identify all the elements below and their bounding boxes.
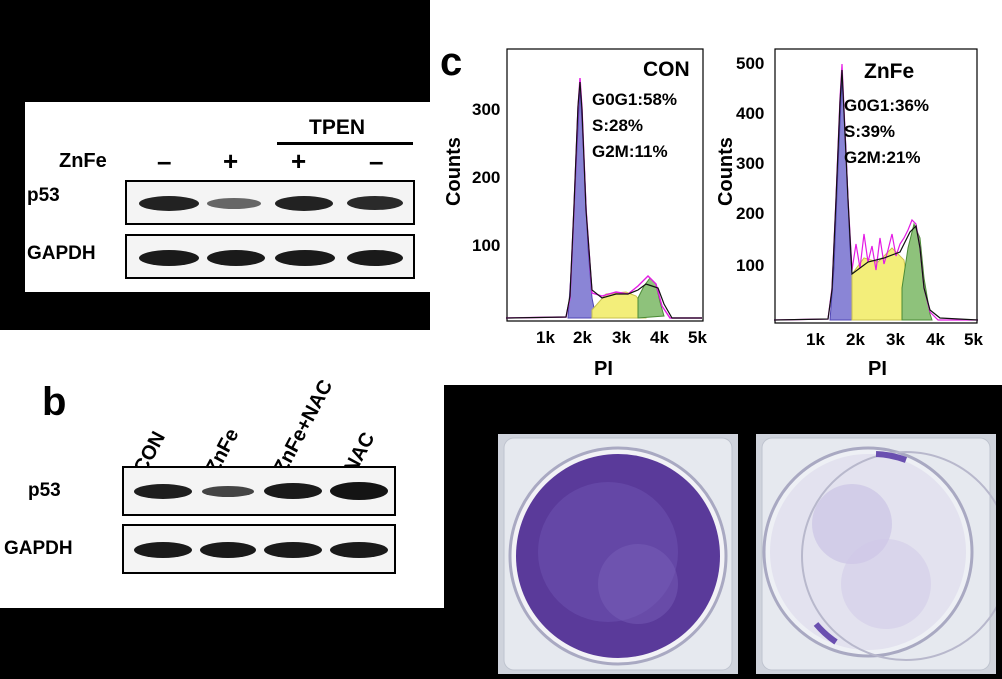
panel-b-letter: b <box>42 380 67 424</box>
band <box>202 486 254 497</box>
histogram-title: CON <box>643 58 690 81</box>
x-tick-label: 2k <box>846 330 865 349</box>
panel-c-letter: c <box>440 40 463 84</box>
band <box>330 542 388 558</box>
y-tick-label: 100 <box>472 236 501 255</box>
x-tick-label: 5k <box>964 330 983 349</box>
band <box>264 542 322 558</box>
band <box>347 196 403 210</box>
sign-2: + <box>223 146 239 176</box>
colony-plate-left <box>498 434 738 674</box>
panel-a: TPEN ZnFe – + + – p53 GAPDH <box>25 102 430 292</box>
histogram-znfe: Counts 500 400 300 200 100 ZnFe G0G1:36%… <box>702 0 1002 385</box>
blot-a-gapdh <box>125 234 415 279</box>
x-axis-label: PI <box>594 358 613 380</box>
y-axis-label: Counts <box>714 137 737 206</box>
blot-b-p53 <box>122 466 396 516</box>
panel-b: b CON ZnFe ZnFe+NAC NAC p53 GAPDH <box>0 330 444 608</box>
histogram-title: ZnFe <box>864 60 915 83</box>
band <box>207 198 261 209</box>
panel-c: c Counts 300 200 100 CON G0G1:58% S:28% … <box>430 0 1002 385</box>
y-tick-label: 300 <box>472 100 501 119</box>
blot-a-p53 <box>125 180 415 225</box>
x-tick-label: 2k <box>573 328 592 347</box>
x-tick-label: 3k <box>886 330 905 349</box>
znfe-row-label: ZnFe <box>59 150 107 172</box>
histogram-con: Counts 300 200 100 CON G0G1:58% S:28% G2… <box>430 0 720 385</box>
plate-left-image <box>498 434 738 674</box>
band <box>330 482 388 500</box>
histogram-con-plot <box>506 48 704 322</box>
x-tick-label: 1k <box>806 330 825 349</box>
x-tick-label: 1k <box>536 328 555 347</box>
x-axis-label: PI <box>868 358 887 380</box>
lane-label-znfe-nac: ZnFe+NAC <box>269 376 338 478</box>
tpen-line <box>277 142 413 145</box>
y-tick-label: 500 <box>736 54 765 73</box>
stat-g0g1: G0G1:36% <box>844 96 930 115</box>
sign-3: + <box>291 146 307 176</box>
sign-4: – <box>369 146 384 176</box>
tpen-header: TPEN <box>309 116 365 140</box>
band <box>207 250 265 266</box>
stat-g2m: G2M:21% <box>844 148 921 167</box>
tpen-label: TPEN <box>309 116 366 139</box>
y-tick-label: 300 <box>736 154 765 173</box>
blot-a-p53-label: p53 <box>27 185 60 206</box>
band <box>200 542 256 558</box>
x-tick-label: 5k <box>688 328 707 347</box>
y-tick-label: 200 <box>472 168 501 187</box>
histogram-znfe-plot <box>774 48 978 324</box>
x-tick-label: 4k <box>926 330 945 349</box>
stat-s: S:39% <box>844 122 896 141</box>
band <box>139 196 199 211</box>
y-tick-label: 400 <box>736 104 765 123</box>
x-tick-label: 3k <box>612 328 631 347</box>
blot-b-p53-label: p53 <box>28 480 61 501</box>
band <box>139 250 199 266</box>
blot-b-gapdh-label: GAPDH <box>4 538 73 559</box>
x-tick-label: 4k <box>650 328 669 347</box>
blot-a-gapdh-label: GAPDH <box>27 243 96 264</box>
colony-plate-right <box>756 434 1002 674</box>
band <box>347 250 403 266</box>
blot-b-gapdh <box>122 524 396 574</box>
plate-right-image <box>756 434 1002 674</box>
band <box>275 250 335 266</box>
band <box>264 483 322 499</box>
band <box>275 196 333 211</box>
stat-g0g1: G0G1:58% <box>592 90 678 109</box>
stat-g2m: G2M:11% <box>592 142 668 161</box>
sign-1: – <box>157 146 172 176</box>
stat-s: S:28% <box>592 116 644 135</box>
y-tick-label: 100 <box>736 256 765 275</box>
band <box>134 484 192 499</box>
y-axis-label: Counts <box>442 137 465 206</box>
band <box>134 542 192 558</box>
y-tick-label: 200 <box>736 204 765 223</box>
